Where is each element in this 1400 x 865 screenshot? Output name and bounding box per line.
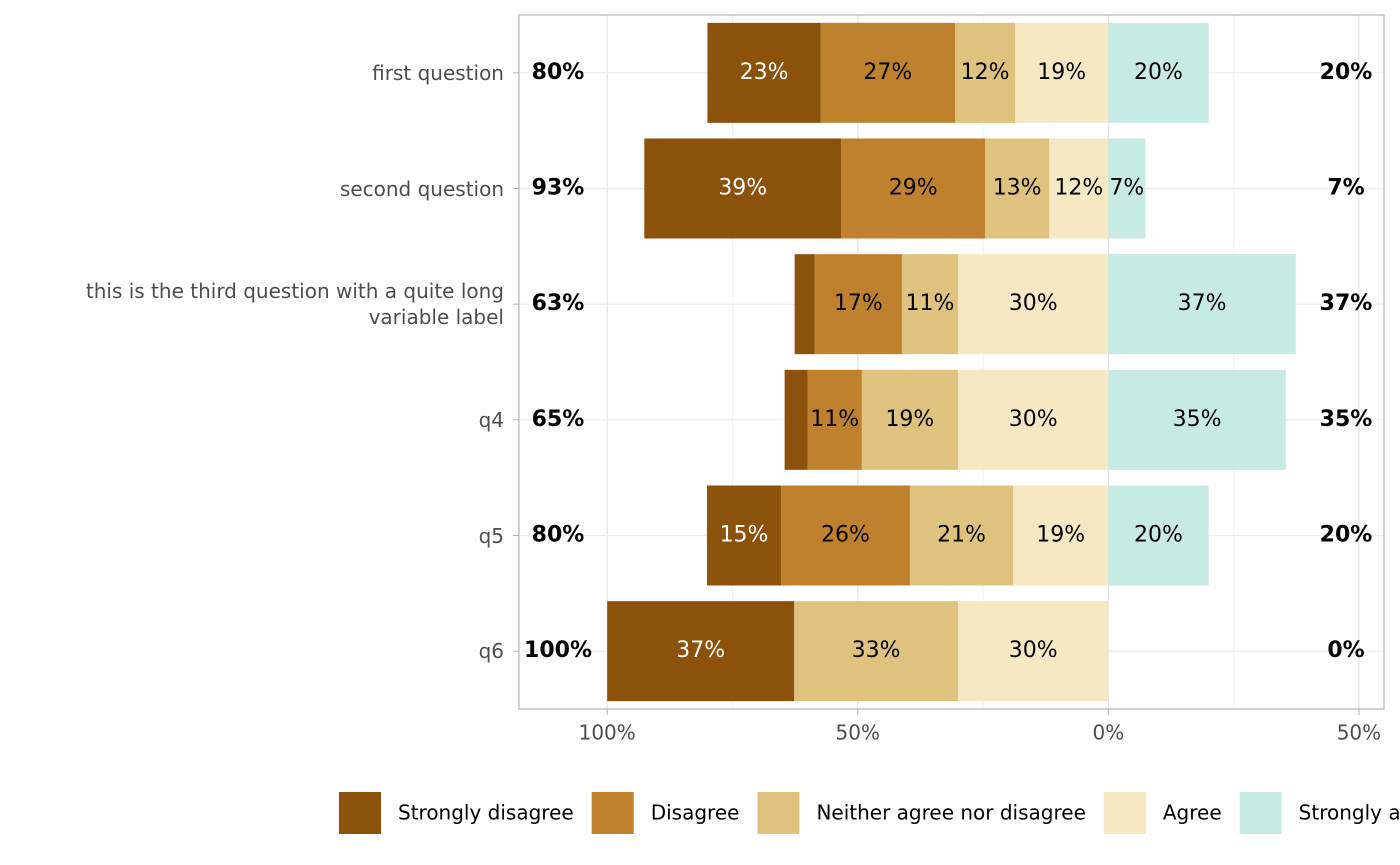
bar-segment <box>644 138 842 239</box>
data-label: 21% <box>937 523 986 548</box>
bar-segment <box>781 485 910 586</box>
y-tick-label: first question <box>372 60 504 85</box>
legend-label: Strongly agree <box>1299 801 1400 825</box>
data-label: 26% <box>821 523 870 548</box>
data-label: 37% <box>676 638 725 663</box>
bar-segment <box>807 369 862 470</box>
data-label: 17% <box>834 291 883 316</box>
legend-label: Strongly disagree <box>398 801 574 825</box>
right-total: 7% <box>1327 176 1364 201</box>
data-label: 35% <box>1173 407 1222 432</box>
legend-swatch <box>1103 792 1146 834</box>
data-label: 30% <box>1009 407 1058 432</box>
bar-segment <box>1049 138 1109 239</box>
bar-segment <box>955 22 1016 123</box>
left-total: 93% <box>532 176 585 201</box>
data-label: 13% <box>993 176 1042 201</box>
data-label: 20% <box>1134 523 1183 548</box>
data-label: 11% <box>810 407 859 432</box>
right-total: 0% <box>1327 638 1364 663</box>
legend-swatch <box>1239 792 1282 834</box>
y-tick-label: q4 <box>478 407 504 432</box>
data-label: 11% <box>905 291 954 316</box>
data-label: 30% <box>1009 291 1058 316</box>
bar-segment <box>861 369 959 470</box>
bar-segment <box>607 601 795 702</box>
data-label: 30% <box>1009 638 1058 663</box>
data-label: 19% <box>1036 523 1085 548</box>
y-tick-label: this is the third question with a quite … <box>85 279 504 330</box>
y-tick-label: q6 <box>478 639 504 664</box>
data-label: 7% <box>1109 176 1144 201</box>
data-label: 12% <box>961 60 1010 85</box>
data-label: 37% <box>1178 291 1227 316</box>
bar-segment <box>794 601 959 702</box>
x-tick-label: 50% <box>836 721 880 745</box>
x-tick-label: 50% <box>1337 721 1381 745</box>
legend-label: Neither agree nor disagree <box>816 801 1085 825</box>
plot-border <box>518 14 1385 710</box>
right-total: 20% <box>1320 60 1373 85</box>
bar-segment <box>1015 22 1109 123</box>
bar-segment <box>958 254 1109 355</box>
bar-segment <box>1108 369 1286 470</box>
left-total: 80% <box>532 523 585 548</box>
bar-segment <box>1108 138 1146 239</box>
right-total: 35% <box>1320 407 1373 432</box>
bar-segment <box>1108 485 1209 586</box>
bar-segment <box>985 138 1050 239</box>
bar-segment <box>820 22 956 123</box>
y-tick-label: q5 <box>478 523 504 548</box>
y-tick-label: second question <box>339 176 504 201</box>
data-label: 19% <box>1037 60 1086 85</box>
legend-swatch <box>757 792 800 834</box>
legend-swatch <box>591 792 634 834</box>
x-tick-label: 100% <box>579 721 636 745</box>
bar-segment <box>841 138 986 239</box>
bar-segment <box>784 369 808 470</box>
data-label: 39% <box>718 176 767 201</box>
bar-segment <box>707 22 821 123</box>
data-label: 20% <box>1134 60 1183 85</box>
bar-segment <box>706 485 782 586</box>
x-tick-label: 0% <box>1092 721 1124 745</box>
bar-segment <box>1108 22 1209 123</box>
bar-segment <box>1013 485 1109 586</box>
bar-segment <box>901 254 959 355</box>
data-label: 33% <box>852 638 901 663</box>
bar-segment <box>794 254 815 355</box>
bar-segment <box>958 601 1109 702</box>
left-total: 63% <box>532 291 585 316</box>
bar-segment <box>1108 254 1296 355</box>
data-label: 23% <box>740 60 789 85</box>
legend-swatch <box>339 792 381 834</box>
legend-label: Disagree <box>651 801 740 825</box>
right-total: 20% <box>1320 523 1373 548</box>
legend-label: Agree <box>1163 801 1222 825</box>
data-label: 15% <box>720 523 769 548</box>
bar-segment <box>958 369 1109 470</box>
left-total: 65% <box>532 407 585 432</box>
right-total: 37% <box>1320 291 1373 316</box>
bar-segment <box>909 485 1014 586</box>
left-total: 80% <box>532 60 585 85</box>
data-label: 29% <box>889 176 938 201</box>
data-label: 12% <box>1054 176 1103 201</box>
left-total: 100% <box>524 638 592 663</box>
bar-segment <box>814 254 902 355</box>
data-label: 19% <box>885 407 934 432</box>
data-label: 27% <box>863 60 912 85</box>
